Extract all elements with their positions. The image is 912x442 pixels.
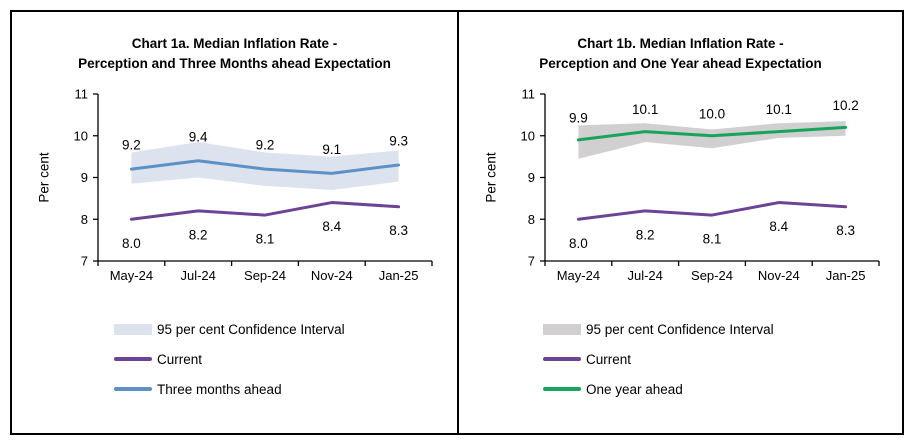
data-label-current: 8.1 bbox=[256, 232, 275, 247]
charts-table: Chart 1a. Median Inflation Rate - Percep… bbox=[10, 10, 904, 435]
current-line-swatch bbox=[543, 357, 581, 361]
chart-1a-legend: 95 per cent Confidence Interval Current … bbox=[12, 314, 457, 404]
data-label-current: 8.4 bbox=[769, 219, 788, 234]
x-tick-label: Jul-24 bbox=[627, 268, 662, 283]
series-line-one-year-ahead bbox=[576, 125, 848, 142]
data-label-current: 8.2 bbox=[189, 227, 208, 242]
chart-svg: 7 8 9 10 11 May-24 Jul-24 Sep-24 Nov-24 Jan-25 Per… bbox=[37, 87, 433, 283]
data-label-three-months-ahead: 9.1 bbox=[322, 142, 341, 157]
confidence-band bbox=[131, 142, 399, 191]
legend-label-current: Current bbox=[157, 351, 203, 367]
data-label-three-months-ahead: 9.3 bbox=[389, 133, 408, 148]
data-label-three-months-ahead: 9.2 bbox=[122, 138, 141, 153]
y-tick-label: 8 bbox=[81, 212, 88, 227]
legend-label-three-months-ahead: Three months ahead bbox=[157, 381, 282, 397]
legend-item-three-months-ahead: Three months ahead bbox=[114, 374, 457, 404]
y-tick-label: 7 bbox=[528, 254, 535, 269]
legend-label-confidence-interval: 95 per cent Confidence Interval bbox=[586, 321, 774, 337]
confidence-interval-swatch bbox=[543, 323, 581, 335]
legend-label-current: Current bbox=[586, 351, 632, 367]
chart-1b-title: Chart 1b. Median Inflation Rate - Percep… bbox=[459, 34, 902, 74]
current-line-swatch bbox=[114, 357, 152, 361]
data-label-one-year-ahead: 10.1 bbox=[632, 102, 658, 117]
chart-1b-plot: 7 8 9 10 11 May-24 Jul-24 Sep-24 Nov-24 Jan-25 Per… bbox=[461, 82, 902, 300]
chart-1b-title-line1: Chart 1b. Median Inflation Rate - bbox=[577, 36, 784, 51]
x-tick-label: May-24 bbox=[110, 268, 153, 283]
data-label-current: 8.0 bbox=[569, 236, 588, 251]
chart-1a-title-line2: Perception and Three Months ahead Expect… bbox=[78, 56, 391, 71]
y-tick-label: 11 bbox=[75, 87, 89, 102]
data-label-current: 8.2 bbox=[636, 227, 655, 242]
x-tick-label: Jan-25 bbox=[379, 268, 419, 283]
x-tick-label: Jan-25 bbox=[826, 268, 866, 283]
y-tick-label: 7 bbox=[81, 254, 88, 269]
x-tick-label: May-24 bbox=[557, 268, 600, 283]
legend-label-one-year-ahead: One year ahead bbox=[586, 381, 683, 397]
chart-1a-title: Chart 1a. Median Inflation Rate - Percep… bbox=[12, 34, 457, 74]
y-tick-label: 9 bbox=[528, 170, 535, 185]
data-label-current: 8.4 bbox=[322, 219, 341, 234]
confidence-interval-swatch bbox=[114, 323, 152, 335]
series-line-current bbox=[129, 201, 401, 221]
data-label-current: 8.3 bbox=[389, 223, 408, 238]
y-axis-title: Per cent bbox=[37, 152, 52, 203]
y-tick-label: 10 bbox=[521, 128, 535, 143]
chart-1a-plot: 7 8 9 10 11 May-24 Jul-24 Sep-24 Nov-24 Jan-25 Per… bbox=[14, 82, 457, 300]
data-label-three-months-ahead: 9.4 bbox=[189, 129, 208, 144]
chart-1b-title-line2: Perception and One Year ahead Expectatio… bbox=[539, 56, 822, 71]
data-label-current: 8.1 bbox=[703, 232, 722, 247]
legend-item-one-year-ahead: One year ahead bbox=[543, 374, 902, 404]
data-label-one-year-ahead: 10.0 bbox=[699, 106, 725, 121]
chart-svg: 7 8 9 10 11 May-24 Jul-24 Sep-24 Nov-24 Jan-25 Per… bbox=[484, 87, 880, 283]
chart-1b-panel: Chart 1b. Median Inflation Rate - Percep… bbox=[457, 12, 902, 433]
y-tick-label: 9 bbox=[81, 170, 88, 185]
axes bbox=[540, 93, 880, 266]
legend-label-confidence-interval: 95 per cent Confidence Interval bbox=[157, 321, 345, 337]
x-tick-label: Jul-24 bbox=[180, 268, 215, 283]
data-label-current: 8.3 bbox=[836, 223, 855, 238]
legend-item-confidence-interval: 95 per cent Confidence Interval bbox=[543, 314, 902, 344]
three-months-ahead-line-swatch bbox=[114, 387, 152, 391]
data-label-one-year-ahead: 10.2 bbox=[832, 98, 858, 113]
legend-item-current: Current bbox=[114, 344, 457, 374]
data-label-one-year-ahead: 10.1 bbox=[766, 102, 792, 117]
y-tick-label: 10 bbox=[74, 128, 88, 143]
series-line-current bbox=[576, 201, 848, 221]
x-tick-label: Sep-24 bbox=[244, 268, 286, 283]
x-tick-label: Nov-24 bbox=[758, 268, 800, 283]
x-tick-label: Nov-24 bbox=[311, 268, 353, 283]
data-label-current: 8.0 bbox=[122, 236, 141, 251]
legend-item-current: Current bbox=[543, 344, 902, 374]
y-tick-label: 11 bbox=[522, 87, 536, 102]
confidence-band bbox=[578, 121, 846, 159]
y-tick-label: 8 bbox=[528, 212, 535, 227]
y-axis-title: Per cent bbox=[484, 152, 499, 203]
legend-item-confidence-interval: 95 per cent Confidence Interval bbox=[114, 314, 457, 344]
x-tick-label: Sep-24 bbox=[691, 268, 733, 283]
data-label-three-months-ahead: 9.2 bbox=[256, 138, 275, 153]
axes bbox=[93, 93, 433, 266]
data-label-one-year-ahead: 9.9 bbox=[569, 110, 588, 125]
chart-1a-panel: Chart 1a. Median Inflation Rate - Percep… bbox=[12, 12, 457, 433]
chart-1b-legend: 95 per cent Confidence Interval Current … bbox=[459, 314, 902, 404]
chart-1a-title-line1: Chart 1a. Median Inflation Rate - bbox=[131, 36, 338, 51]
one-year-ahead-line-swatch bbox=[543, 387, 581, 391]
series-line-three-months-ahead bbox=[129, 159, 401, 175]
